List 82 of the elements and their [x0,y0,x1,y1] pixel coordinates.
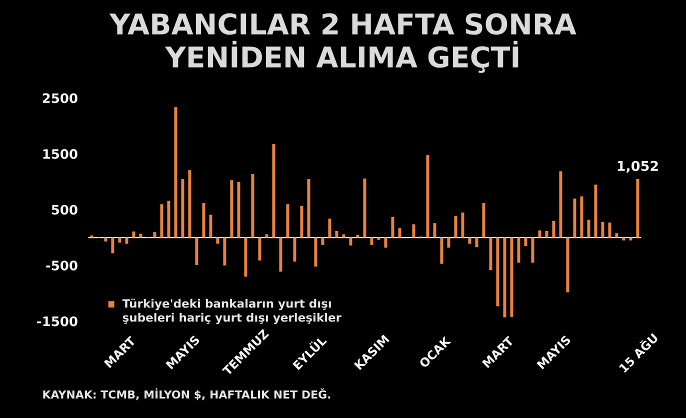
bar [223,238,226,266]
bar [104,238,108,242]
bar [188,170,192,238]
bar [195,238,198,265]
bar [489,238,492,270]
bar [482,203,486,238]
bar [118,238,122,243]
bar [475,238,478,248]
bar [265,234,268,238]
bar [629,238,632,240]
bar [307,179,310,238]
bar [496,238,500,306]
bar [209,214,212,238]
bar [622,238,626,240]
bar [167,200,170,238]
bar [510,238,514,317]
bar [160,204,164,238]
bar [447,238,450,248]
bar [349,238,352,246]
y-tick-label: 500 [52,204,78,215]
bar [363,178,366,238]
y-tick-label: 1500 [43,149,78,159]
bar [384,238,388,248]
bar [111,238,114,254]
bar [573,198,576,238]
bar [153,232,156,238]
bar [342,234,346,238]
bar [524,238,528,246]
bar [538,230,542,238]
bar [552,220,556,238]
bar [328,218,332,238]
bar [300,206,304,238]
bar [251,174,254,238]
bar [314,238,318,267]
bar [503,238,506,318]
bar [237,182,240,238]
bar [132,232,136,238]
y-tick-label: -1500 [37,316,78,326]
bar [517,238,520,263]
bar [615,233,618,238]
bar [244,238,248,277]
bar [370,238,374,245]
bar [566,238,570,292]
chart-title: YABANCILAR 2 HAFTA SONRA YENİDEN ALIMA GEÇTİ [109,13,576,73]
bar [454,216,458,238]
bar [321,238,324,245]
bar [125,238,128,244]
bar [202,203,206,238]
bar [601,222,604,238]
data-label: 1,052 [618,160,658,173]
bar [293,238,296,262]
bar [587,220,590,238]
bar [139,234,142,238]
bar [594,184,598,238]
bar [181,179,184,238]
bar [468,238,472,244]
bar [433,223,436,238]
bar [545,230,548,238]
legend-label: Türkiye'deki bankaların yurt dışı şubeleri hariç yurt dışı yerleşikler [122,298,342,324]
bar [230,180,234,238]
bar [608,222,612,238]
bar [461,212,464,238]
bar [279,238,282,272]
bar [412,224,416,238]
bar [398,228,402,238]
bar [559,171,562,238]
bar [174,107,178,238]
bar [335,230,338,238]
y-tick-label: -500 [46,260,78,270]
bar [216,238,220,244]
bar [531,238,534,263]
bar [272,144,276,238]
bar [286,204,290,238]
bar [580,196,584,238]
bar [356,234,360,238]
bar [440,238,444,264]
bar [258,238,262,261]
bar [426,155,430,238]
bar [391,217,394,238]
text: KAYNAK: TCMB, MİLYON $, HAFTALIK NET DEĞ. [43,388,330,400]
bar [636,178,640,238]
y-tick-label: 2500 [42,93,78,104]
